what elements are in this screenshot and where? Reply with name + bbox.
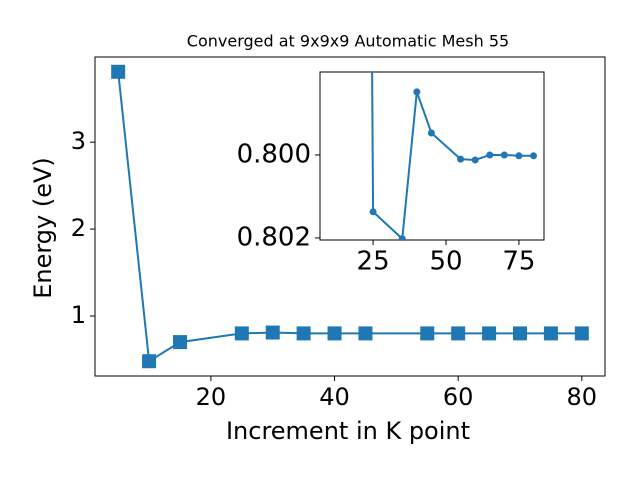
marker [530,152,537,160]
marker [427,129,435,137]
plot-area [369,72,537,240]
marker [420,326,435,341]
marker [265,325,280,340]
marker [500,151,508,159]
x-tick-label: 20 [196,383,227,411]
marker [486,151,494,159]
marker [173,335,187,350]
x-tick-label: 75 [502,247,535,277]
marker [296,326,311,341]
y-tick-label: 3 [71,127,86,155]
plot-frame [94,56,606,377]
marker [111,64,126,79]
x-tick-label: 80 [567,383,598,411]
plot-area [111,64,589,369]
marker [543,326,558,341]
marker [327,326,342,341]
marker [142,354,157,369]
marker [471,156,479,164]
marker [413,88,421,96]
x-tick-label: 60 [443,383,474,411]
marker [574,326,589,341]
marker [398,235,406,240]
y-tick-label: 1 [71,301,86,329]
marker [451,326,466,341]
y-tick-label: 0.802 [237,222,311,252]
y-tick-label: 2 [71,214,86,242]
x-tick-label: 40 [319,383,350,411]
x-axis-label: Increment in K point [226,417,470,445]
marker [358,326,373,341]
marker [234,326,249,341]
marker [369,208,377,216]
marker [515,152,523,160]
x-tick-label: 25 [357,247,390,277]
y-tick-label: 0.800 [237,139,311,169]
chart-title: Converged at 9x9x9 Automatic Mesh 55 [187,32,509,51]
marker [513,326,527,341]
marker [457,155,465,163]
marker [482,326,497,341]
x-tick-label: 50 [429,247,462,277]
series-line [117,71,582,363]
plot-frame [319,71,545,241]
y-axis-label: Energy (eV) [29,157,57,299]
